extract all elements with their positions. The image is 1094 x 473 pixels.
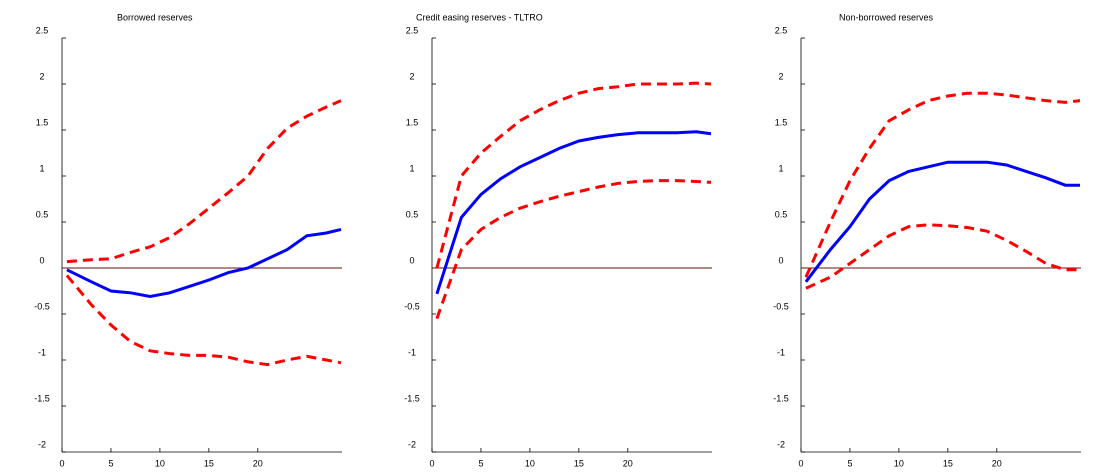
y-tick-label: 0	[409, 255, 414, 265]
y-tick-label: -1.5	[34, 393, 50, 403]
series-line	[804, 91, 1081, 278]
y-tick-label: -0.5	[773, 301, 789, 311]
x-tick-label: 15	[204, 458, 214, 468]
y-tick-label: 2	[778, 71, 783, 81]
y-tick-label: 2.5	[36, 25, 49, 35]
y-tick-label: 1	[778, 163, 783, 173]
y-tick-label: -0.5	[34, 301, 50, 311]
y-tick-label: 0.5	[36, 209, 49, 219]
y-tick-label: -1	[408, 347, 416, 357]
y-tick-label: 1.5	[775, 117, 788, 127]
y-tick-label: 2.5	[406, 25, 419, 35]
x-tick-label: 10	[894, 458, 904, 468]
x-tick-label: 0	[59, 458, 64, 468]
y-tick-label: 1	[409, 163, 414, 173]
y-tick-label: 0.5	[406, 209, 419, 219]
series-line	[435, 130, 712, 295]
y-tick-label: -2	[777, 439, 785, 449]
x-tick-label: 5	[108, 458, 113, 468]
y-tick-label: -1	[777, 347, 785, 357]
y-tick-label: 1.5	[36, 117, 49, 127]
series-line	[66, 227, 342, 299]
y-tick-label: -1.5	[404, 393, 420, 403]
y-tick-label: 2.5	[775, 25, 788, 35]
series-line	[435, 81, 712, 269]
y-tick-label: 0.5	[775, 209, 788, 219]
x-tick-label: 15	[574, 458, 584, 468]
series-line	[805, 223, 1080, 290]
y-tick-label: 2	[409, 71, 414, 81]
x-tick-label: 10	[525, 458, 535, 468]
y-tick-label: 1	[39, 163, 44, 173]
y-tick-label: 0	[778, 255, 783, 265]
x-tick-label: 15	[943, 458, 953, 468]
chart-title: Credit easing reserves - TLTRO	[416, 12, 543, 22]
x-tick-label: 5	[478, 458, 483, 468]
series-line	[804, 160, 1080, 283]
x-tick-label: 5	[847, 458, 852, 468]
y-tick-label: -2	[38, 439, 46, 449]
x-tick-label: 20	[992, 458, 1002, 468]
series-line	[435, 179, 712, 320]
x-tick-label: 0	[798, 458, 803, 468]
y-tick-label: -1.5	[773, 393, 789, 403]
y-tick-label: 2	[39, 71, 44, 81]
chart-title: Borrowed reserves	[117, 12, 193, 22]
series-line	[66, 99, 342, 264]
y-tick-label: -2	[408, 439, 416, 449]
y-tick-label: 0	[39, 255, 44, 265]
x-tick-label: 10	[155, 458, 165, 468]
y-tick-label: 1.5	[406, 117, 419, 127]
x-tick-label: 20	[623, 458, 633, 468]
chart-title: Non-borrowed reserves	[839, 12, 934, 22]
y-tick-label: -1	[38, 347, 46, 357]
x-tick-label: 20	[253, 458, 263, 468]
x-tick-label: 0	[429, 458, 434, 468]
y-tick-label: -0.5	[404, 301, 420, 311]
series-line	[65, 274, 342, 367]
